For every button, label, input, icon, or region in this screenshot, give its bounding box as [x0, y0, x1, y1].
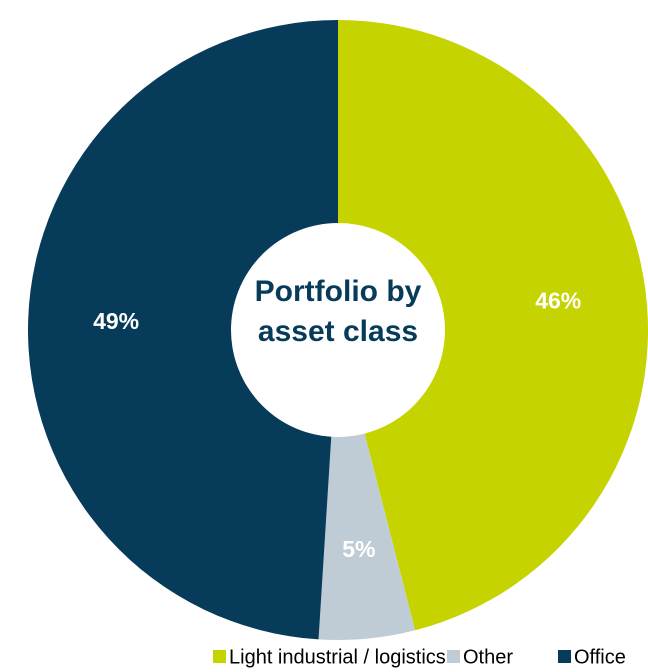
legend-label: Office — [574, 646, 626, 668]
value-label: 46% — [535, 287, 581, 313]
legend-swatch — [558, 650, 571, 663]
legend-swatch — [447, 650, 460, 663]
donut-slice — [338, 20, 648, 631]
legend-label: Other — [463, 646, 513, 668]
legend-label: Light industrial / logistics — [229, 646, 446, 668]
legend-swatch — [213, 650, 226, 663]
donut-slice — [27, 19, 338, 640]
value-label: 49% — [93, 308, 139, 334]
donut-slice — [318, 433, 416, 641]
chart-title: Portfolio by asset class — [254, 275, 422, 348]
value-label: 5% — [342, 536, 375, 562]
